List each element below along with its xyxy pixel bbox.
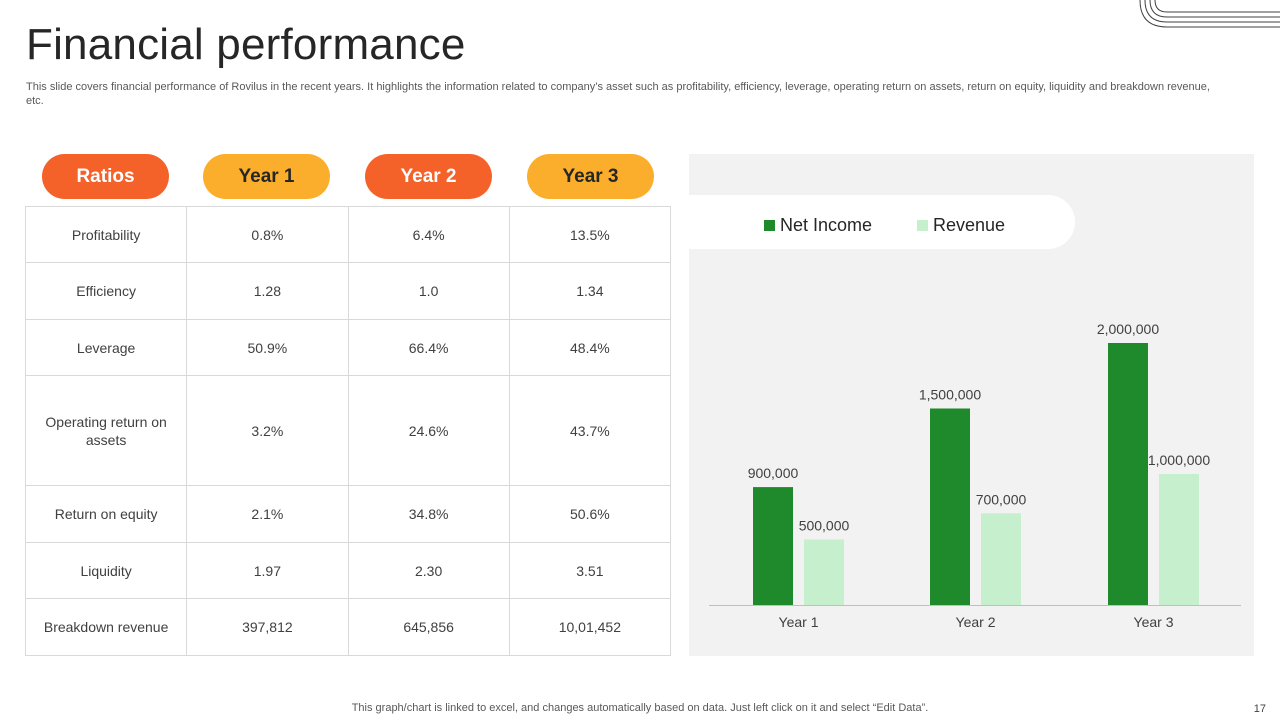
x-tick-label: Year 1 bbox=[779, 614, 819, 630]
table-cell: 34.8% bbox=[347, 485, 510, 543]
table-row: Operating return on assets 3.2% 24.6% 43… bbox=[24, 375, 672, 487]
table-cell: 1.0 bbox=[347, 262, 510, 320]
table-cell: 2.1% bbox=[186, 485, 349, 543]
table-cell: 1.34 bbox=[508, 262, 672, 320]
header-year-2: Year 2 bbox=[365, 154, 492, 199]
table-row: Breakdown revenue 397,812 645,856 10,01,… bbox=[24, 598, 672, 656]
ratios-table: Profitability 0.8% 6.4% 13.5% Efficiency… bbox=[24, 205, 672, 656]
table-cell: 1.28 bbox=[186, 262, 349, 320]
row-label: Efficiency bbox=[24, 262, 188, 320]
row-label: Operating return on assets bbox=[24, 375, 188, 487]
legend-revenue: Revenue bbox=[917, 215, 1005, 236]
table-row: Efficiency 1.28 1.0 1.34 bbox=[24, 262, 672, 320]
bar-revenue-year-1 bbox=[804, 539, 844, 605]
table-cell: 0.8% bbox=[186, 205, 349, 264]
legend-net-income: Net Income bbox=[764, 215, 872, 236]
legend-swatch-net-income bbox=[764, 220, 775, 231]
page-subtitle: This slide covers financial performance … bbox=[26, 81, 1210, 107]
bar-net-income-year-3 bbox=[1108, 343, 1148, 605]
row-label: Leverage bbox=[24, 318, 188, 377]
table-cell: 24.6% bbox=[347, 375, 510, 487]
table-cell: 50.6% bbox=[508, 485, 672, 543]
footnote: This graph/chart is linked to excel, and… bbox=[351, 702, 929, 714]
table-cell: 2.30 bbox=[347, 541, 510, 600]
bar-revenue-year-2 bbox=[981, 513, 1021, 605]
table-cell: 1.97 bbox=[186, 541, 349, 600]
row-label: Profitability bbox=[24, 205, 188, 264]
header-ratios: Ratios bbox=[42, 154, 169, 199]
data-label: 2,000,000 bbox=[1097, 321, 1159, 337]
bar-net-income-year-2 bbox=[930, 408, 970, 605]
row-label: Return on equity bbox=[24, 485, 188, 543]
header-year-1: Year 1 bbox=[203, 154, 330, 199]
table-row: Return on equity 2.1% 34.8% 50.6% bbox=[24, 485, 672, 543]
x-tick-label: Year 2 bbox=[956, 614, 996, 630]
table-cell: 13.5% bbox=[508, 205, 672, 264]
x-tick-label: Year 3 bbox=[1134, 614, 1174, 630]
table-cell: 3.2% bbox=[186, 375, 349, 487]
table-cell: 66.4% bbox=[347, 318, 510, 377]
table-cell: 645,856 bbox=[347, 598, 510, 656]
table-cell: 50.9% bbox=[186, 318, 349, 377]
data-label: 700,000 bbox=[976, 491, 1027, 507]
row-label: Liquidity bbox=[24, 541, 188, 600]
table-cell: 397,812 bbox=[186, 598, 349, 656]
table-cell: 3.51 bbox=[508, 541, 672, 600]
bar-net-income-year-1 bbox=[753, 487, 793, 605]
legend-label: Revenue bbox=[933, 215, 1006, 235]
data-label: 900,000 bbox=[748, 465, 799, 481]
legend-label: Net Income bbox=[780, 215, 873, 235]
corner-decoration bbox=[1139, 0, 1280, 28]
legend-swatch-revenue bbox=[917, 220, 928, 231]
page-title: Financial performance bbox=[26, 20, 466, 69]
table-cell: 48.4% bbox=[508, 318, 672, 377]
bar-chart: 900,000 500,000 Year 1 1,500,000 700,000 Year… bbox=[709, 321, 1241, 630]
header-year-3: Year 3 bbox=[527, 154, 654, 199]
table-row: Liquidity 1.97 2.30 3.51 bbox=[24, 541, 672, 600]
table-row: Profitability 0.8% 6.4% 13.5% bbox=[24, 205, 672, 264]
row-label: Breakdown revenue bbox=[24, 598, 188, 656]
data-label: 1,500,000 bbox=[919, 387, 981, 403]
table-cell: 6.4% bbox=[347, 205, 510, 264]
data-label: 1,000,000 bbox=[1148, 452, 1210, 468]
table-cell: 43.7% bbox=[508, 375, 672, 487]
page-number: 17 bbox=[1253, 703, 1266, 715]
bar-revenue-year-3 bbox=[1159, 474, 1199, 605]
table-cell: 10,01,452 bbox=[508, 598, 672, 656]
data-label: 500,000 bbox=[799, 518, 850, 534]
chart-legend bbox=[689, 195, 1075, 249]
table-row: Leverage 50.9% 66.4% 48.4% bbox=[24, 318, 672, 377]
